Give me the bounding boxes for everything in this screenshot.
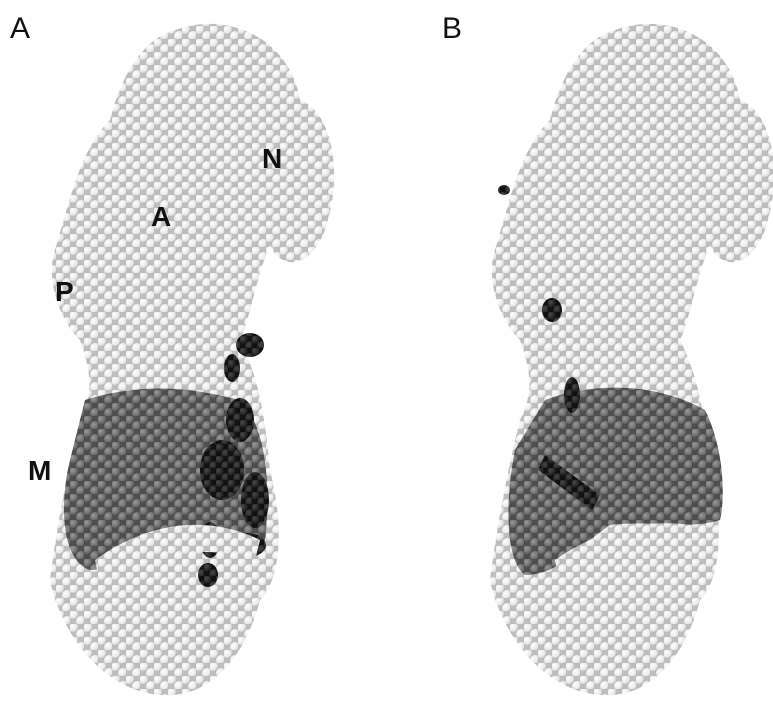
domain-label: N	[262, 143, 282, 174]
membrane-domain	[64, 388, 268, 570]
protein-surface	[50, 23, 335, 696]
panel-a-structure	[50, 23, 335, 696]
helix	[95, 524, 260, 585]
panel-label: B	[442, 12, 462, 45]
domain-label: P	[55, 276, 74, 307]
highlighted-residues	[498, 185, 600, 510]
domain-label: A	[151, 201, 171, 232]
domain-label: M	[28, 455, 51, 486]
helix	[555, 523, 715, 585]
protein-surface	[490, 23, 773, 696]
panel-label: A	[10, 12, 30, 45]
panel-b-structure	[490, 23, 773, 696]
membrane-domain	[508, 387, 723, 575]
